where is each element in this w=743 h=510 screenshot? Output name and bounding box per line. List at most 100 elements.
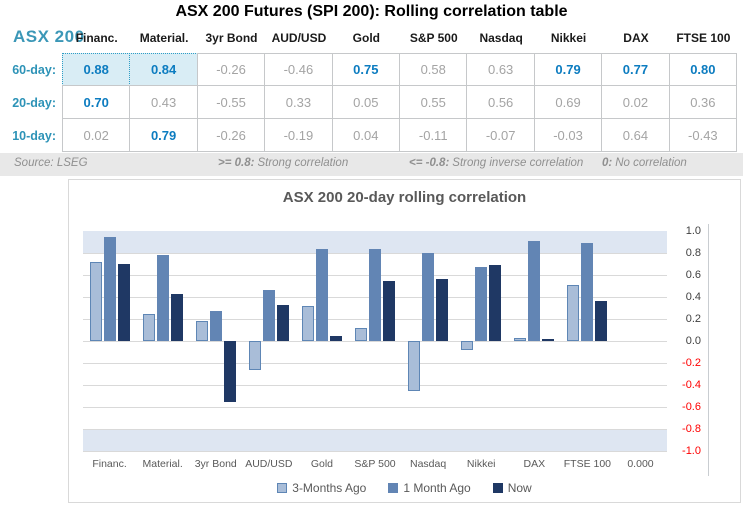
- legend-swatch: [388, 483, 399, 493]
- correlation-cell: 0.04: [331, 118, 401, 152]
- column-header: FTSE 100: [676, 31, 731, 45]
- footnote-text: Strong inverse correlation: [452, 157, 584, 169]
- correlation-cell: -0.55: [196, 85, 266, 119]
- y-tick-label: -0.2: [682, 357, 701, 369]
- category-label: 0.000: [627, 458, 654, 470]
- correlation-cell: -0.26: [196, 53, 266, 86]
- correlation-cell: 0.80: [668, 53, 738, 86]
- bar-3-months-ago: [514, 337, 526, 341]
- page-title: ASX 200 Futures (SPI 200): Rolling corre…: [175, 3, 568, 20]
- bar-3-months-ago: [302, 305, 314, 341]
- bar-now: [224, 341, 236, 402]
- correlation-cell: 0.56: [466, 85, 535, 119]
- bar-3-months-ago: [408, 341, 420, 391]
- y-axis-labels: 1.0 0.8 0.6 0.4 0.2 0.0 -0.2 -0.4 -0.6 -0.8 -1.0: [667, 225, 701, 457]
- gridline: [83, 451, 667, 452]
- bar-3-months-ago: [355, 327, 367, 341]
- footnote-key: 0:: [602, 157, 613, 169]
- correlation-cell: 0.79: [533, 53, 603, 86]
- chart-plot-area: [83, 231, 667, 452]
- category-label: FTSE 100: [563, 458, 612, 470]
- correlation-cell: 0.02: [62, 118, 131, 152]
- correlation-cell: -0.46: [264, 53, 333, 86]
- legend-swatch: [277, 483, 288, 493]
- gridline: [83, 407, 667, 408]
- category-label: Nikkei: [466, 458, 496, 470]
- column-header: Gold: [352, 31, 380, 45]
- bar-3-months-ago: [249, 341, 261, 370]
- table-body: 60-day: 0.88 0.84 -0.26 -0.46 0.75 0.58 0.63 0.7…: [0, 53, 738, 152]
- bar-1-month-ago: [104, 236, 116, 341]
- category-label: DAX: [523, 458, 546, 470]
- bar-3-months-ago: [567, 284, 579, 341]
- bar-now: [118, 264, 130, 341]
- footnote-item: 0: No correlation: [602, 157, 687, 169]
- bar-now: [489, 265, 501, 341]
- bar-now: [542, 338, 554, 341]
- footnote-item: >= 0.8: Strong correlation: [218, 157, 348, 169]
- table-corner-label: ASX 200: [13, 27, 85, 46]
- y-tick-label: -0.4: [682, 379, 701, 391]
- chart-title: ASX 200 20-day rolling correlation: [282, 189, 527, 206]
- correlation-cell: 0.69: [533, 85, 603, 119]
- column-header: Nikkei: [550, 31, 587, 45]
- y-tick-label: 0.2: [685, 313, 701, 325]
- bar-1-month-ago: [157, 255, 169, 341]
- bar-1-month-ago: [422, 253, 434, 341]
- legend-item: Now: [492, 481, 532, 495]
- column-header: Material.: [139, 31, 189, 45]
- legend-label: 3-Months Ago: [292, 481, 367, 495]
- bar-now: [436, 279, 448, 341]
- y-tick-label: -1.0: [682, 445, 701, 457]
- correlation-cell: 0.64: [601, 118, 670, 152]
- gridline: [83, 341, 667, 342]
- row-label: 60-day:: [12, 62, 56, 77]
- bar-3-months-ago: [143, 313, 155, 341]
- y-tick-label: 0.8: [685, 247, 701, 259]
- column-header: 3yr Bond: [205, 31, 258, 45]
- table-column-headers: Financ. Material. 3yr Bond AUD/USD Gold S&P 5…: [63, 31, 737, 45]
- footnote-item: <= -0.8: Strong inverse correlation: [409, 157, 583, 169]
- source-label: Source: LSEG: [14, 157, 88, 169]
- footnote-key: >= 0.8:: [218, 157, 255, 169]
- y-tick-label: 1.0: [685, 225, 701, 237]
- row-label: 20-day:: [12, 95, 56, 110]
- bar-3-months-ago: [461, 341, 473, 350]
- y-tick-label: -0.6: [682, 401, 701, 413]
- table-row: 10-day: 0.02 0.79 -0.26 -0.19 0.04 -0.11 -0.07-…: [0, 118, 738, 152]
- bar-1-month-ago: [210, 311, 222, 341]
- gridline: [83, 385, 667, 386]
- bar-1-month-ago: [263, 290, 275, 341]
- correlation-cell: -0.19: [264, 118, 333, 152]
- correlation-cell: 0.36: [668, 85, 738, 119]
- shaded-band: [83, 429, 667, 451]
- chart-legend: 3-Months Ago 1 Month Ago Now: [69, 481, 740, 495]
- y-axis-line: [708, 224, 709, 476]
- table-header-row: ASX 200 Financ. Material. 3yr Bond AUD/USD G…: [0, 27, 737, 53]
- bar-3-months-ago: [90, 261, 102, 341]
- correlation-cell: -0.11: [399, 118, 468, 152]
- column-header: Financ.: [75, 31, 118, 45]
- correlation-cell: 0.84: [129, 53, 198, 86]
- chart-container: ASX 200 20-day rolling correlation 1.0 0.…: [68, 179, 741, 503]
- correlation-cell: 0.02: [601, 85, 670, 119]
- correlation-cell: 0.70: [62, 85, 131, 119]
- category-label: S&P 500: [354, 458, 396, 470]
- category-label: 3yr Bond: [194, 458, 237, 470]
- legend-label: Now: [507, 481, 532, 495]
- bar-1-month-ago: [475, 267, 487, 341]
- y-tick-label: -0.8: [682, 423, 701, 435]
- column-header: AUD/USD: [271, 31, 327, 45]
- correlation-cell: 0.79: [129, 118, 198, 152]
- gridline: [83, 429, 667, 430]
- correlation-table: ASX 200 Financ. Material. 3yr Bond AUD/USD G…: [0, 27, 738, 152]
- bar-now: [595, 301, 607, 341]
- category-label: Financ.: [92, 458, 127, 470]
- correlation-cell: -0.43: [668, 118, 738, 152]
- legend-item: 1 Month Ago: [388, 481, 471, 495]
- correlation-cell: 0.77: [601, 53, 670, 86]
- legend-label: 1 Month Ago: [403, 481, 471, 495]
- legend-item: 3-Months Ago: [277, 481, 366, 495]
- bar-now: [330, 335, 342, 341]
